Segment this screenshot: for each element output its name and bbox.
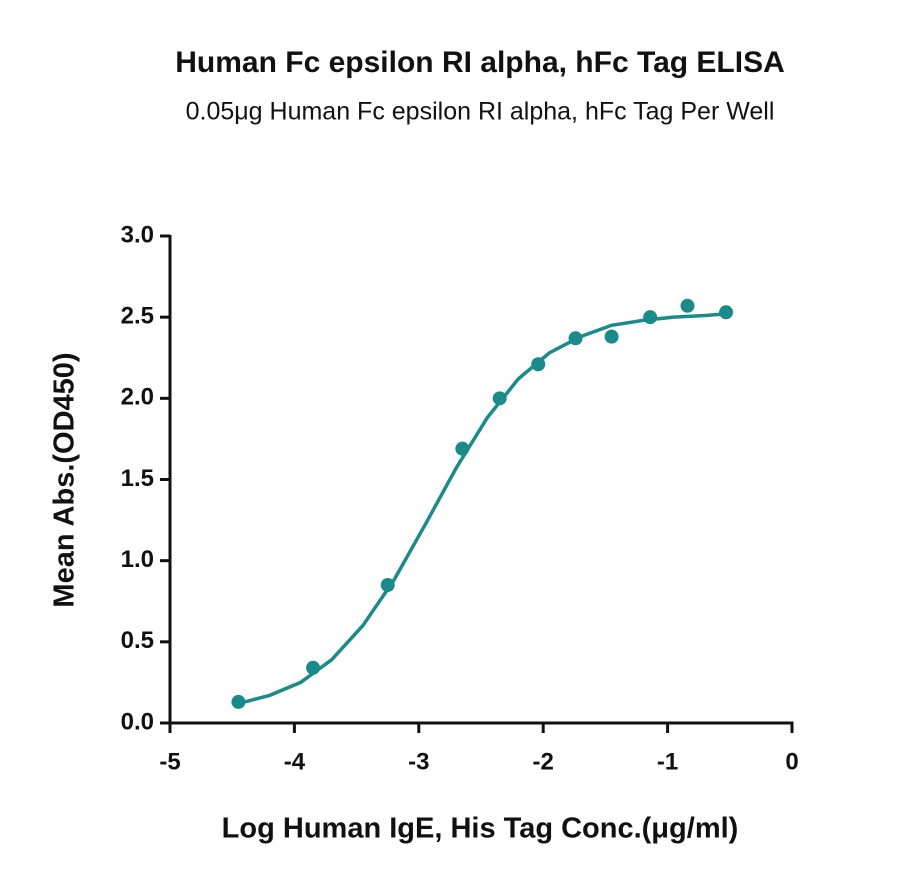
y-tick-label: 0.5 xyxy=(121,627,154,654)
data-point xyxy=(643,310,658,325)
chart-subtitle: 0.05μg Human Fc epsilon RI alpha, hFc Ta… xyxy=(186,98,775,126)
data-point xyxy=(719,305,734,320)
x-tick-label: -5 xyxy=(159,748,180,775)
data-point xyxy=(380,578,395,593)
chart-title: Human Fc epsilon RI alpha, hFc Tag ELISA xyxy=(175,46,785,79)
y-tick-label: 3.0 xyxy=(121,221,154,248)
fit-curve xyxy=(237,312,727,706)
x-tick-label: -1 xyxy=(657,748,678,775)
x-tick-label: -3 xyxy=(408,748,429,775)
y-tick-label: 1.5 xyxy=(121,465,154,492)
y-axis-label: Mean Abs.(OD450) xyxy=(49,352,81,607)
x-tick-label: -2 xyxy=(533,748,554,775)
x-axis-label: Log Human IgE, His Tag Conc.(μg/ml) xyxy=(222,813,739,845)
data-point xyxy=(568,331,583,346)
x-tick-label: -4 xyxy=(284,748,306,775)
y-tick-label: 2.5 xyxy=(121,303,154,330)
data-point xyxy=(604,329,619,344)
data-point xyxy=(306,660,321,675)
data-point xyxy=(531,357,546,372)
y-tick-label: 0.0 xyxy=(121,708,154,735)
data-point xyxy=(492,391,507,406)
data-point xyxy=(455,441,470,456)
data-point xyxy=(680,298,695,313)
data-point xyxy=(231,694,246,709)
y-tick-label: 2.0 xyxy=(121,384,154,411)
x-tick-label: 0 xyxy=(785,748,798,775)
y-tick-label: 1.0 xyxy=(121,546,154,573)
